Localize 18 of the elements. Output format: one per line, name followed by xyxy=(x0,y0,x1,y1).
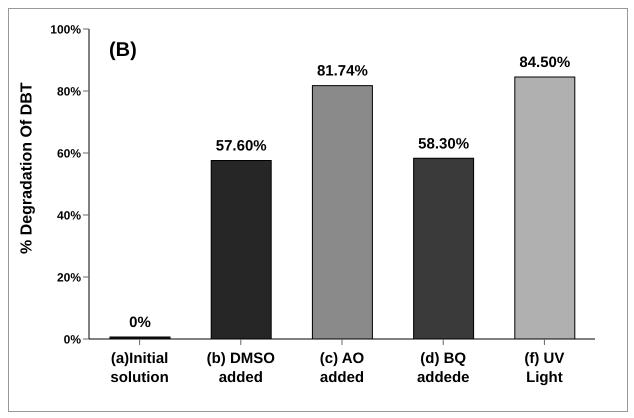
y-tick-label: 40% xyxy=(56,208,82,222)
data-label: 84.50% xyxy=(519,54,570,72)
data-label: 57.60% xyxy=(216,137,267,154)
y-axis-title: % Degradation Of DBT xyxy=(18,82,36,254)
y-tick-label: 100% xyxy=(50,22,82,36)
annotation: (B) xyxy=(109,39,137,62)
y-tick-label: 20% xyxy=(56,270,82,284)
x-tick-label: (d) BQ addede xyxy=(416,350,470,386)
x-tick-label: (b) DMSO added xyxy=(206,350,276,386)
y-tick-label: 0% xyxy=(64,332,82,346)
data-label: 0% xyxy=(129,314,151,331)
y-tick-label: 80% xyxy=(56,84,82,98)
y-tick-label: 60% xyxy=(56,146,82,160)
data-label: 81.74% xyxy=(316,62,368,80)
x-tick-label: (a)Initial solution xyxy=(110,350,169,386)
x-tick-label: (c) AO added xyxy=(320,350,365,386)
data-label: 58.30% xyxy=(418,135,470,152)
x-tick-label: (f) UV Light xyxy=(524,350,564,386)
